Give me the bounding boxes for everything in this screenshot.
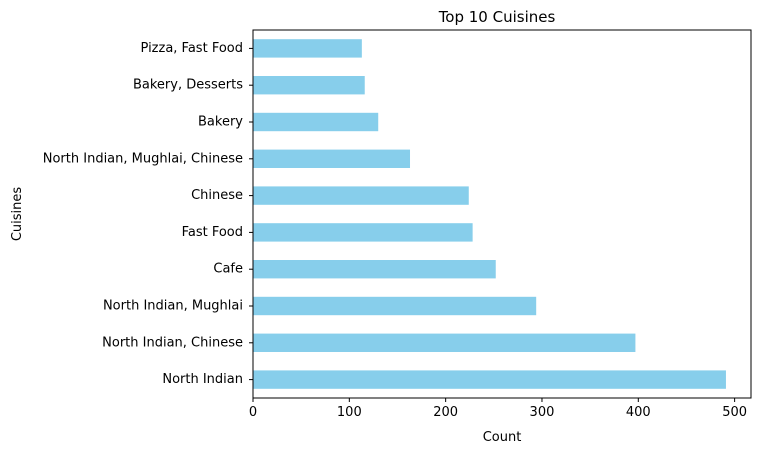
y-axis-ticks: North Indian North Indian, Chinese North I… bbox=[43, 41, 253, 387]
y-tick-label: Bakery bbox=[198, 115, 243, 130]
bar-10 bbox=[253, 39, 362, 58]
y-tick-label: North Indian bbox=[162, 372, 243, 387]
bar-8 bbox=[253, 112, 379, 132]
bar-6 bbox=[253, 186, 469, 205]
bar-2 bbox=[253, 333, 636, 352]
x-tick-label: 500 bbox=[722, 405, 747, 420]
y-tick-label: Bakery, Desserts bbox=[133, 78, 243, 93]
chart-title: Top 10 Cuisines bbox=[438, 8, 556, 26]
x-axis-ticks: 0 100 200 300 400 500 bbox=[249, 398, 747, 420]
y-tick-label: Pizza, Fast Food bbox=[141, 41, 243, 56]
x-tick-label: 0 bbox=[249, 405, 257, 420]
y-tick-label: North Indian, Mughlai, Chinese bbox=[43, 151, 243, 166]
bar-5 bbox=[253, 223, 473, 242]
axes-layer bbox=[252, 29, 752, 399]
bar-4 bbox=[253, 260, 496, 279]
bars-layer bbox=[253, 39, 726, 389]
y-tick-label: Cafe bbox=[213, 262, 243, 277]
x-tick-label: 100 bbox=[337, 405, 362, 420]
y-tick-label: Chinese bbox=[191, 188, 243, 203]
y-axis-label: Cuisines bbox=[10, 187, 25, 242]
bar-3 bbox=[253, 296, 537, 316]
y-tick-label: North Indian, Mughlai bbox=[103, 299, 243, 314]
x-tick-label: 400 bbox=[626, 405, 651, 420]
bar-1 bbox=[253, 370, 726, 389]
plot-frame bbox=[252, 29, 752, 399]
x-axis-label: Count bbox=[483, 430, 522, 445]
bar-7 bbox=[253, 149, 411, 168]
x-tick-label: 300 bbox=[530, 405, 555, 420]
x-tick-label: 200 bbox=[433, 405, 458, 420]
bar-9 bbox=[253, 76, 365, 95]
y-tick-label: Fast Food bbox=[182, 225, 243, 240]
y-tick-label: North Indian, Chinese bbox=[102, 335, 243, 350]
